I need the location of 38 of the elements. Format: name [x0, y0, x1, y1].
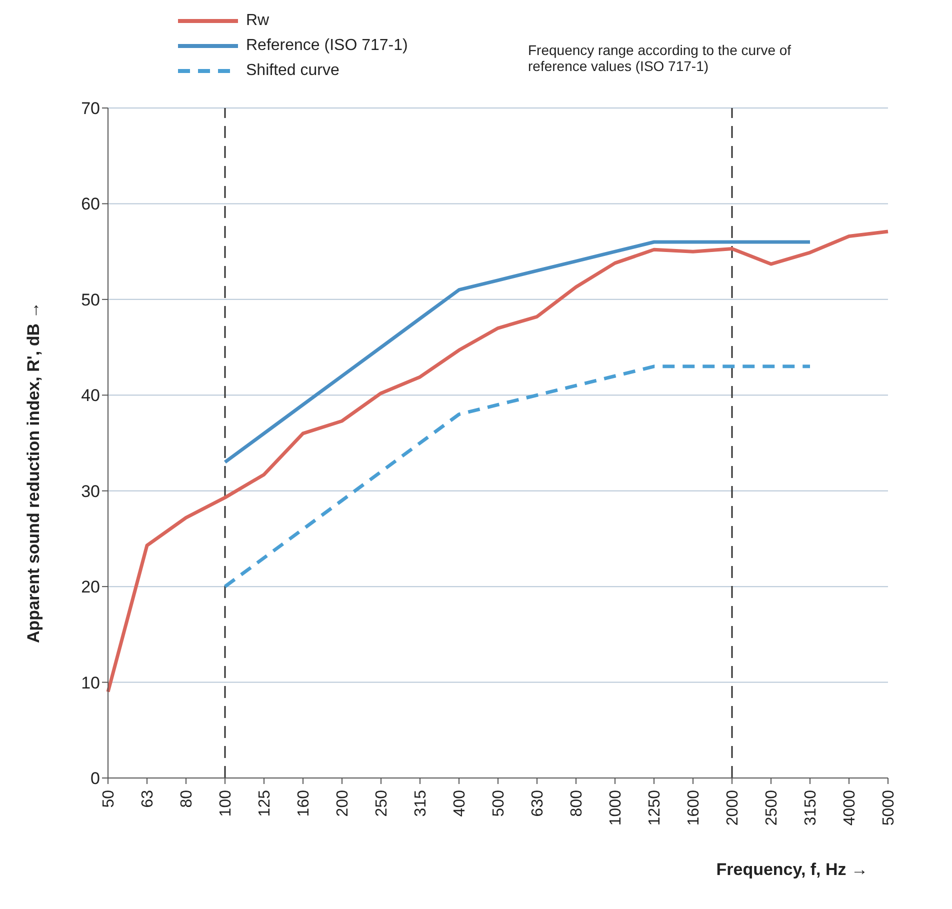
y-tick-label: 10 [81, 673, 100, 692]
x-tick-label: 63 [139, 790, 156, 808]
y-tick-label: 60 [81, 194, 100, 214]
text: Frequency range according to the curve of reference values (ISO 717-1) [528, 42, 792, 74]
legend-label: Rw [246, 11, 270, 31]
y-tick-label: 0 [90, 769, 100, 788]
y-tick-label: 40 [81, 386, 100, 406]
x-tick-label: 315 [412, 790, 430, 817]
x-tick-label: 1250 [646, 790, 664, 826]
y-tick-label: 20 [81, 578, 100, 597]
y-tick-label: 50 [81, 290, 100, 310]
x-tick-label: 800 [568, 790, 586, 817]
line-series [223, 364, 812, 588]
line-series [223, 240, 812, 464]
x-tick-label: 3150 [802, 790, 820, 826]
x-tick-label: 5000 [880, 790, 898, 826]
x-tick-label: 500 [490, 790, 508, 817]
x-tick-label: 80 [178, 790, 196, 808]
x-tick-label: 1600 [685, 790, 702, 826]
y-axis-title: Apparent sound reduction index, R', dB → [24, 302, 44, 643]
y-tick-label: 70 [81, 99, 100, 118]
line-series [106, 230, 890, 694]
x-axis-title: Frequency, f, Hz → [716, 860, 868, 880]
x-tick-label: 2500 [763, 790, 780, 826]
x-tick-label: 160 [295, 790, 312, 817]
x-tick-label: 125 [256, 790, 274, 817]
x-tick-label: 100 [217, 790, 234, 817]
x-tick-label: 2000 [724, 790, 742, 826]
x-tick-label: 4000 [841, 790, 858, 826]
legend-label: Reference (ISO 717-1) [246, 36, 408, 56]
x-tick-label: 50 [100, 790, 118, 808]
x-tick-label: 1000 [607, 790, 624, 826]
x-tick-label: 630 [529, 790, 546, 817]
x-tick-label: 250 [373, 790, 390, 817]
legend-label: Shifted curve [246, 61, 340, 81]
y-tick-label: 30 [81, 482, 100, 501]
x-tick-label: 400 [451, 790, 468, 817]
x-tick-label: 200 [334, 790, 352, 817]
